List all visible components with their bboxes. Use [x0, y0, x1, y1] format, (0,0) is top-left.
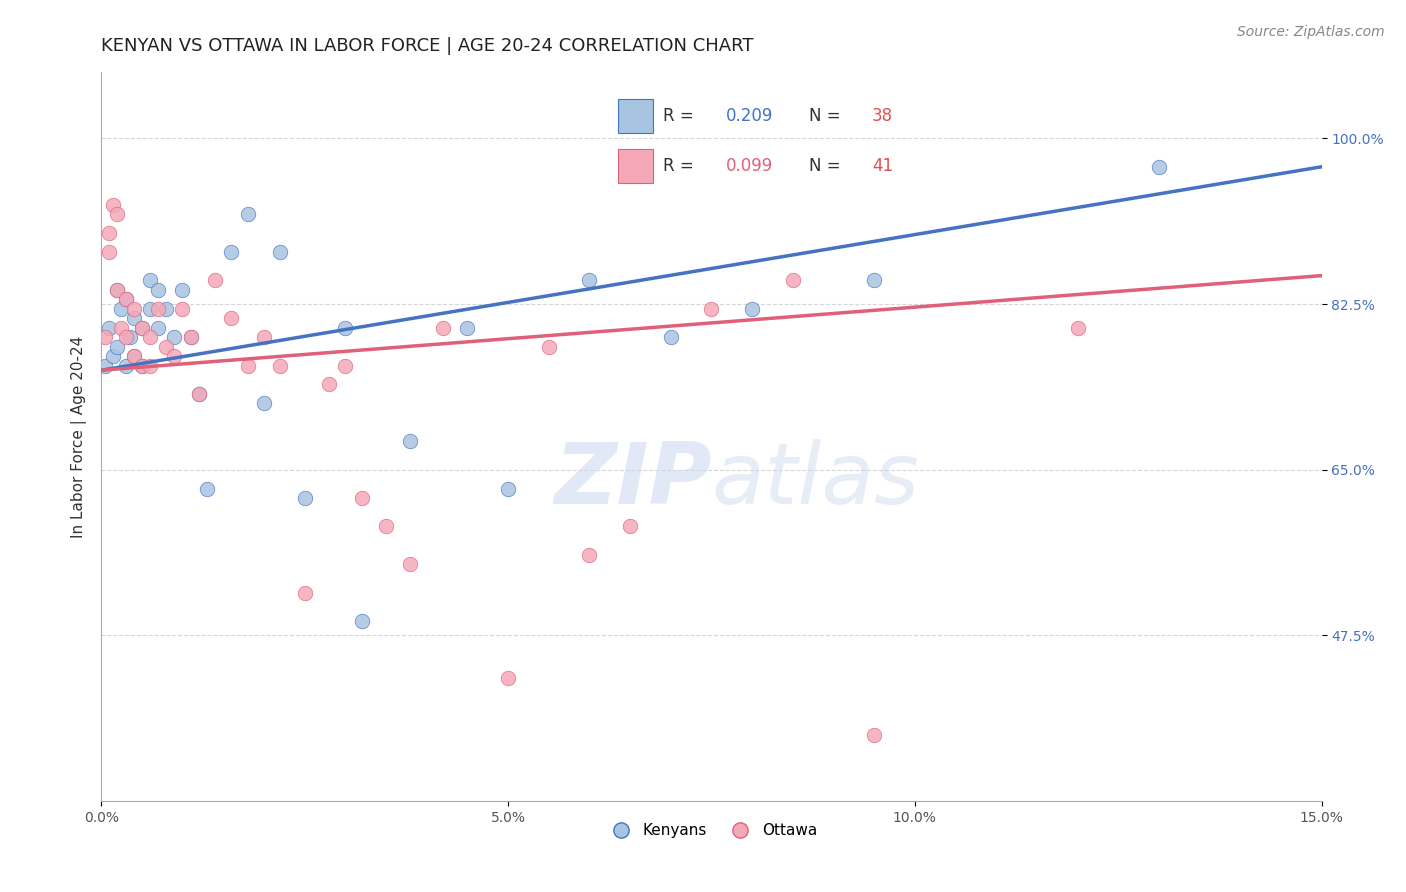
Point: [172, 283, 194, 297]
Point: [107, 207, 129, 221]
Point: [131, 359, 153, 373]
Point: [496, 482, 519, 496]
Point: [399, 558, 422, 572]
Point: [221, 311, 243, 326]
Point: [335, 320, 357, 334]
Y-axis label: In Labor Force | Age 20-24: In Labor Force | Age 20-24: [72, 335, 87, 538]
Point: [335, 359, 357, 373]
Point: [114, 293, 136, 307]
Point: [294, 491, 316, 505]
Point: [221, 244, 243, 259]
Point: [496, 671, 519, 685]
Point: [236, 207, 259, 221]
Point: [118, 330, 141, 344]
Point: [131, 320, 153, 334]
Point: [863, 728, 886, 742]
Point: [114, 330, 136, 344]
Point: [578, 273, 600, 287]
Point: [537, 340, 560, 354]
Point: [619, 519, 641, 533]
Text: ZIP: ZIP: [554, 439, 711, 522]
Point: [103, 349, 125, 363]
Point: [741, 301, 763, 316]
Point: [700, 301, 723, 316]
Point: [131, 359, 153, 373]
Point: [122, 301, 145, 316]
Text: atlas: atlas: [711, 439, 920, 522]
Point: [139, 273, 162, 287]
Point: [107, 340, 129, 354]
Point: [146, 283, 169, 297]
Point: [110, 301, 132, 316]
Point: [114, 359, 136, 373]
Point: [172, 301, 194, 316]
Point: [94, 330, 117, 344]
Point: [98, 244, 121, 259]
Point: [131, 320, 153, 334]
Point: [782, 273, 804, 287]
Point: [180, 330, 202, 344]
Point: [659, 330, 682, 344]
Point: [374, 519, 396, 533]
Point: [578, 548, 600, 562]
Point: [350, 491, 373, 505]
Point: [146, 320, 169, 334]
Point: [863, 273, 886, 287]
Point: [318, 377, 340, 392]
Point: [139, 359, 162, 373]
Point: [155, 301, 177, 316]
Point: [399, 434, 422, 449]
Point: [110, 320, 132, 334]
Point: [107, 283, 129, 297]
Point: [1147, 160, 1170, 174]
Point: [103, 197, 125, 211]
Point: [1066, 320, 1088, 334]
Text: Source: ZipAtlas.com: Source: ZipAtlas.com: [1237, 25, 1385, 39]
Point: [187, 387, 209, 401]
Point: [180, 330, 202, 344]
Point: [155, 340, 177, 354]
Point: [114, 293, 136, 307]
Point: [236, 359, 259, 373]
Point: [163, 349, 186, 363]
Point: [294, 585, 316, 599]
Point: [98, 320, 121, 334]
Point: [98, 226, 121, 240]
Legend: Kenyans, Ottawa: Kenyans, Ottawa: [599, 817, 823, 844]
Point: [432, 320, 454, 334]
Point: [269, 244, 291, 259]
Point: [94, 359, 117, 373]
Point: [253, 330, 276, 344]
Point: [163, 330, 186, 344]
Point: [187, 387, 209, 401]
Point: [139, 330, 162, 344]
Point: [122, 349, 145, 363]
Point: [139, 301, 162, 316]
Point: [269, 359, 291, 373]
Point: [195, 482, 218, 496]
Point: [253, 396, 276, 410]
Point: [122, 311, 145, 326]
Point: [350, 614, 373, 628]
Text: KENYAN VS OTTAWA IN LABOR FORCE | AGE 20-24 CORRELATION CHART: KENYAN VS OTTAWA IN LABOR FORCE | AGE 20…: [101, 37, 754, 55]
Point: [146, 301, 169, 316]
Point: [204, 273, 226, 287]
Point: [456, 320, 478, 334]
Point: [107, 283, 129, 297]
Point: [122, 349, 145, 363]
